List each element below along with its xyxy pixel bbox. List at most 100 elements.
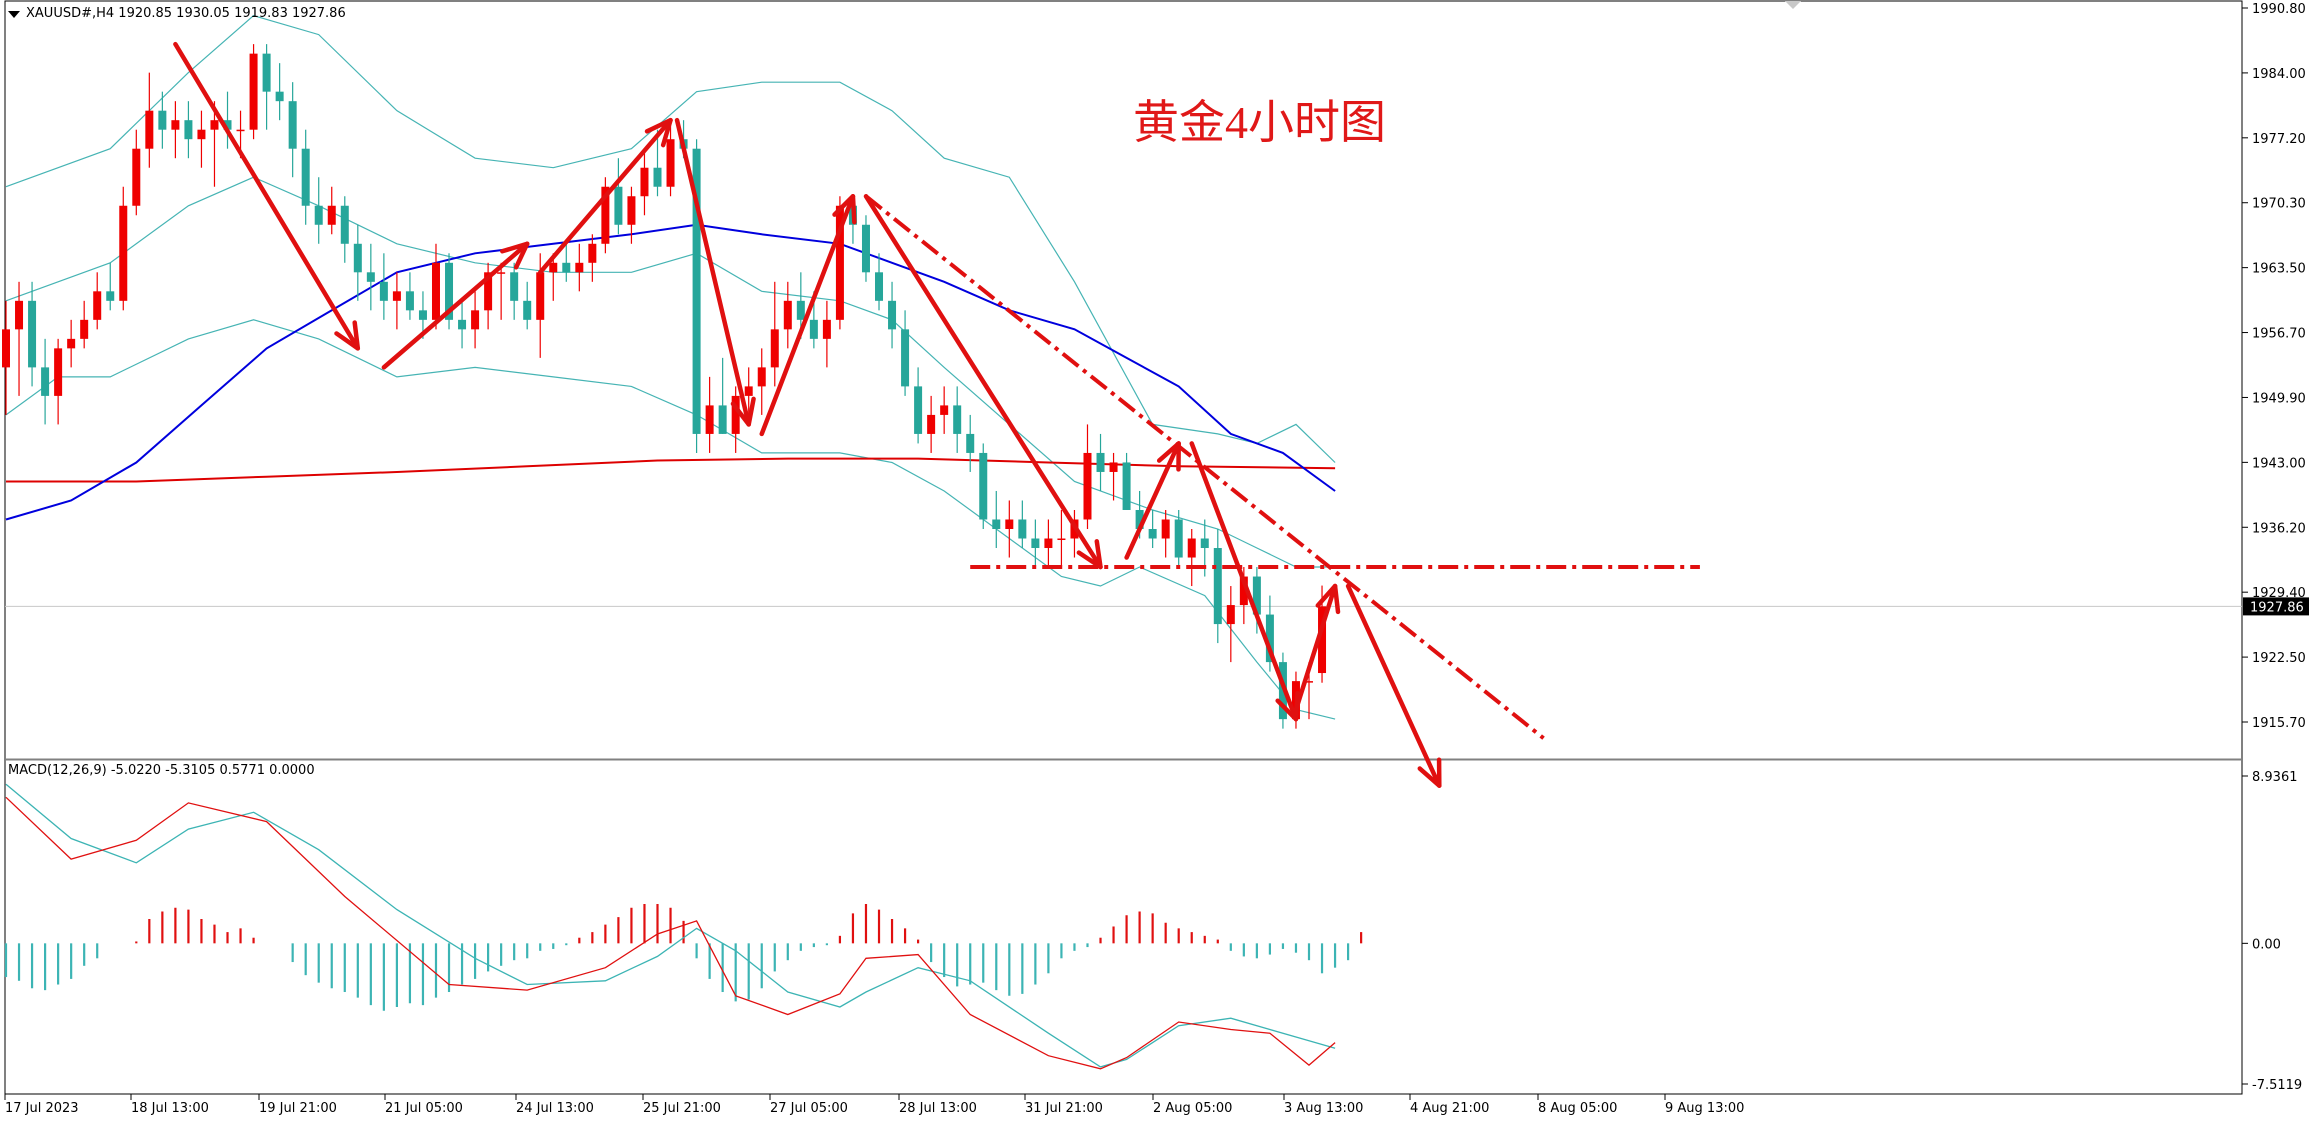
candle-body — [822, 319, 831, 339]
price-axis-label: 1970.30 — [2252, 197, 2306, 212]
candle-body — [418, 310, 427, 320]
candle-body — [484, 272, 493, 311]
candle-body — [901, 329, 910, 387]
candle-body — [28, 300, 37, 368]
candle-body — [979, 452, 988, 520]
price-axis-label: 1943.00 — [2252, 456, 2306, 471]
trend-arrow-head — [334, 320, 361, 351]
candle-body — [262, 53, 271, 92]
candle-body — [861, 224, 870, 273]
time-axis-label: 9 Aug 13:00 — [1665, 1101, 1744, 1116]
trend-dashed-line — [864, 194, 1545, 740]
candle-body — [783, 300, 792, 330]
trend-arrow-head — [1076, 539, 1103, 570]
candle-body — [927, 414, 936, 434]
candle-body — [770, 329, 779, 368]
current-price-label: 1927.86 — [2250, 600, 2304, 615]
chart-shift-marker-icon[interactable] — [1785, 1, 1801, 9]
time-axis-label: 24 Jul 13:00 — [516, 1101, 594, 1116]
candle-body — [536, 272, 545, 320]
panel-collapse-icon[interactable] — [8, 11, 20, 18]
ma-blue-line — [5, 223, 1336, 521]
candle-body — [666, 139, 675, 187]
candle-body — [1239, 576, 1248, 606]
macd-axis-label: -7.5119 — [2252, 1078, 2302, 1093]
candle-body — [2, 329, 10, 368]
time-axis-label: 3 Aug 13:00 — [1284, 1101, 1363, 1116]
trend-arrow-head — [1417, 757, 1442, 788]
candle-body — [80, 319, 89, 339]
candle-body — [288, 101, 297, 149]
candle-body — [653, 167, 662, 187]
candle-body — [184, 120, 193, 140]
candle-body — [562, 262, 571, 273]
candle-body — [41, 367, 50, 396]
current-price-box — [2243, 597, 2309, 616]
price-axis-label: 1977.20 — [2252, 132, 2306, 147]
candle-body — [1318, 606, 1327, 674]
time-axis-label: 28 Jul 13:00 — [899, 1101, 977, 1116]
candle-body — [405, 291, 414, 311]
symbol-info: XAUUSD#,H4 1920.85 1930.05 1919.83 1927.… — [26, 6, 346, 21]
candle-body — [353, 243, 362, 273]
candle-body — [379, 281, 388, 301]
time-axis-label: 19 Jul 21:00 — [259, 1101, 337, 1116]
candle-body — [692, 148, 701, 434]
time-axis-label: 18 Jul 13:00 — [131, 1101, 209, 1116]
candle-body — [1174, 519, 1183, 558]
candle-body — [223, 120, 232, 130]
price-panel-frame — [4, 0, 2243, 760]
candle-body — [327, 205, 336, 225]
time-axis-label: 27 Jul 05:00 — [770, 1101, 848, 1116]
bollinger-lower-line — [5, 319, 1336, 720]
macd-axis-label: 0.00 — [2252, 937, 2281, 952]
candle-body — [1265, 614, 1274, 663]
price-axis-label: 1915.70 — [2252, 716, 2306, 731]
bollinger-middle-line — [5, 176, 1336, 568]
candle-body — [145, 110, 154, 149]
candle-body — [1122, 462, 1131, 510]
candle-body — [1213, 548, 1222, 625]
candle-body — [340, 205, 349, 244]
candle-body — [796, 300, 805, 320]
trend-arrow-line — [1189, 441, 1299, 722]
candle-body — [549, 262, 558, 273]
trend-arrow-head — [730, 396, 756, 427]
candle-body — [171, 120, 180, 130]
macd-panel-frame — [4, 759, 2243, 1095]
trend-arrow-head — [644, 117, 673, 148]
candle-body — [1005, 519, 1014, 530]
candle-body — [523, 300, 532, 320]
candle-body — [835, 205, 844, 320]
bollinger-upper-line — [5, 14, 1336, 463]
candle-body — [392, 291, 401, 301]
candle-body — [1252, 576, 1261, 615]
time-axis-label: 21 Jul 05:00 — [385, 1101, 463, 1116]
candle-body — [1031, 538, 1040, 549]
trend-arrow-line — [759, 193, 856, 437]
candle-body — [1226, 605, 1235, 625]
price-axis-label: 1922.50 — [2252, 651, 2306, 666]
candle-body — [301, 148, 310, 206]
price-axis-label: 1956.70 — [2252, 327, 2306, 342]
trend-arrow-line — [1293, 583, 1338, 712]
candle-body — [705, 405, 714, 434]
candle-body — [1305, 681, 1313, 683]
trend-arrow-line — [1345, 583, 1442, 788]
candle-body — [1018, 519, 1027, 539]
trend-arrow-head — [1156, 441, 1181, 472]
ma-red-line — [6, 457, 1336, 483]
time-axis-label: 2 Aug 05:00 — [1153, 1101, 1232, 1116]
macd-main-line — [5, 783, 1336, 1068]
candle-body — [119, 205, 128, 301]
candle-body — [640, 167, 649, 197]
candle-body — [1057, 538, 1066, 541]
trend-arrow-line — [863, 193, 1103, 570]
candle-body — [67, 338, 76, 349]
trend-arrow-head — [1315, 583, 1341, 615]
candle-body — [15, 300, 24, 330]
candle-body — [1161, 519, 1170, 539]
candle-body — [1096, 452, 1105, 472]
candle-body — [588, 243, 597, 263]
price-axis-label: 1963.50 — [2252, 262, 2306, 277]
